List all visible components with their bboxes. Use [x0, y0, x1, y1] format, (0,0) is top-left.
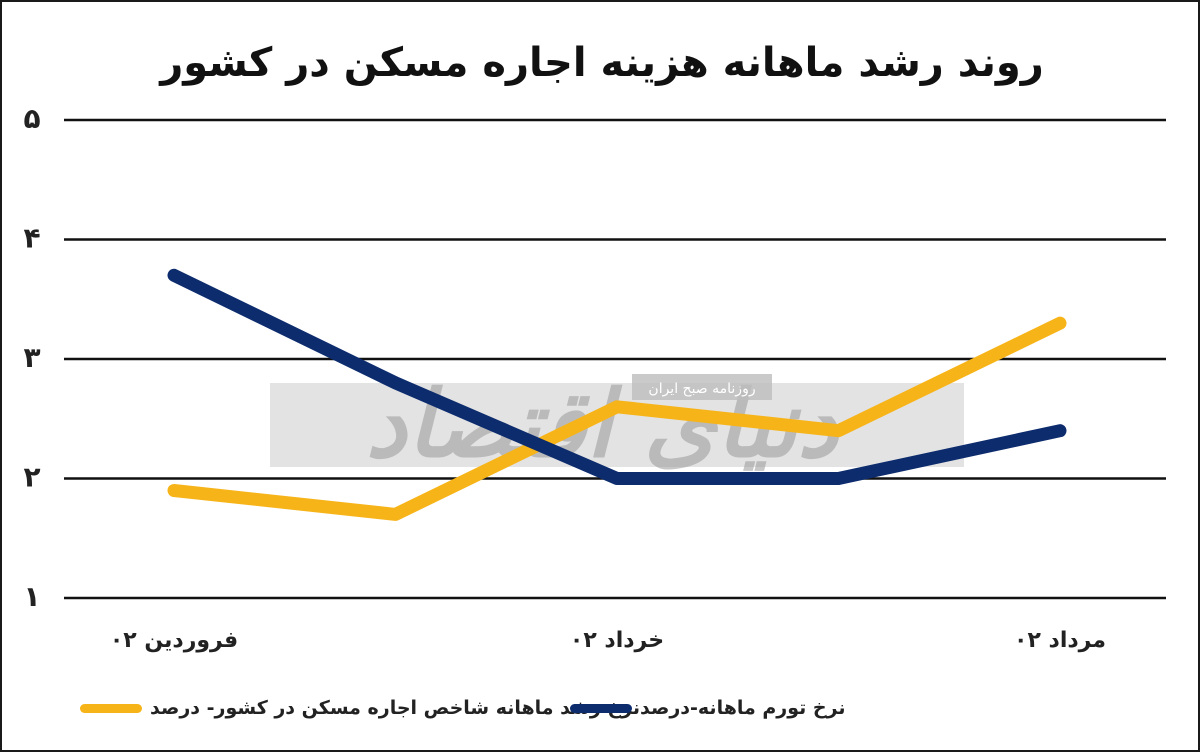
legend-swatch-inflation: [570, 703, 632, 713]
chart-title: روند رشد ماهانه هزینه اجاره مسکن در کشور: [160, 40, 1044, 86]
legend-item-rent: نرخ رشد ماهانه شاخص اجاره مسکن در کشور- …: [80, 690, 640, 726]
y-tick-label: ۳: [23, 341, 40, 374]
y-axis: ۱ ۲ ۳ ۴ ۵: [23, 102, 40, 613]
legend-label-rent: نرخ رشد ماهانه شاخص اجاره مسکن در کشور- …: [150, 697, 641, 719]
x-axis: فروردین ۰۲ خرداد ۰۲ مرداد ۰۲: [110, 628, 1106, 653]
y-tick-label: ۲: [23, 461, 40, 494]
x-tick-label: فروردین ۰۲: [110, 628, 238, 653]
legend-swatch-rent: [80, 703, 142, 713]
y-tick-label: ۱: [23, 580, 40, 613]
y-tick-label: ۴: [23, 222, 40, 255]
inflation-series-line: [167, 268, 1067, 485]
x-tick-label: خرداد ۰۲: [570, 628, 664, 653]
series-lines: [167, 268, 1067, 521]
watermark-subtext: روزنامه صبح ایران: [648, 381, 755, 397]
legend-label-inflation: نرخ تورم ماهانه-درصد: [640, 697, 846, 719]
x-tick-label: مرداد ۰۲: [1014, 628, 1106, 653]
y-tick-label: ۵: [23, 102, 40, 135]
legend-item-inflation: نرخ تورم ماهانه-درصد: [570, 690, 846, 726]
rent-series-line: [167, 316, 1067, 521]
